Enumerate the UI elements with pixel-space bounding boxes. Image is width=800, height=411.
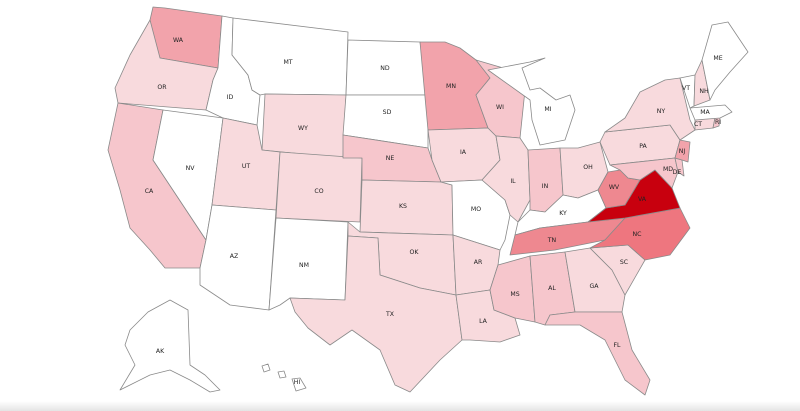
- state-ak[interactable]: [119, 299, 221, 393]
- state-mi[interactable]: [487, 57, 576, 146]
- state-md[interactable]: [609, 157, 679, 189]
- state-tx[interactable]: [289, 235, 463, 393]
- bottom-edge-shadow: [0, 401, 800, 411]
- state-me[interactable]: [701, 21, 749, 101]
- state-mn[interactable]: [419, 41, 491, 131]
- state-nd[interactable]: [345, 39, 429, 96]
- state-wy[interactable]: [261, 93, 347, 159]
- state-il[interactable]: [481, 135, 531, 223]
- state-ks[interactable]: [359, 179, 454, 236]
- state-nm[interactable]: [268, 217, 349, 311]
- state-fl[interactable]: [544, 311, 651, 396]
- state-az[interactable]: [199, 204, 277, 311]
- state-shapes: [107, 6, 749, 396]
- state-nj[interactable]: [674, 139, 691, 163]
- state-co[interactable]: [275, 151, 363, 223]
- state-hi[interactable]: [261, 363, 307, 392]
- state-ny[interactable]: [604, 77, 696, 141]
- state-ma[interactable]: [689, 104, 733, 121]
